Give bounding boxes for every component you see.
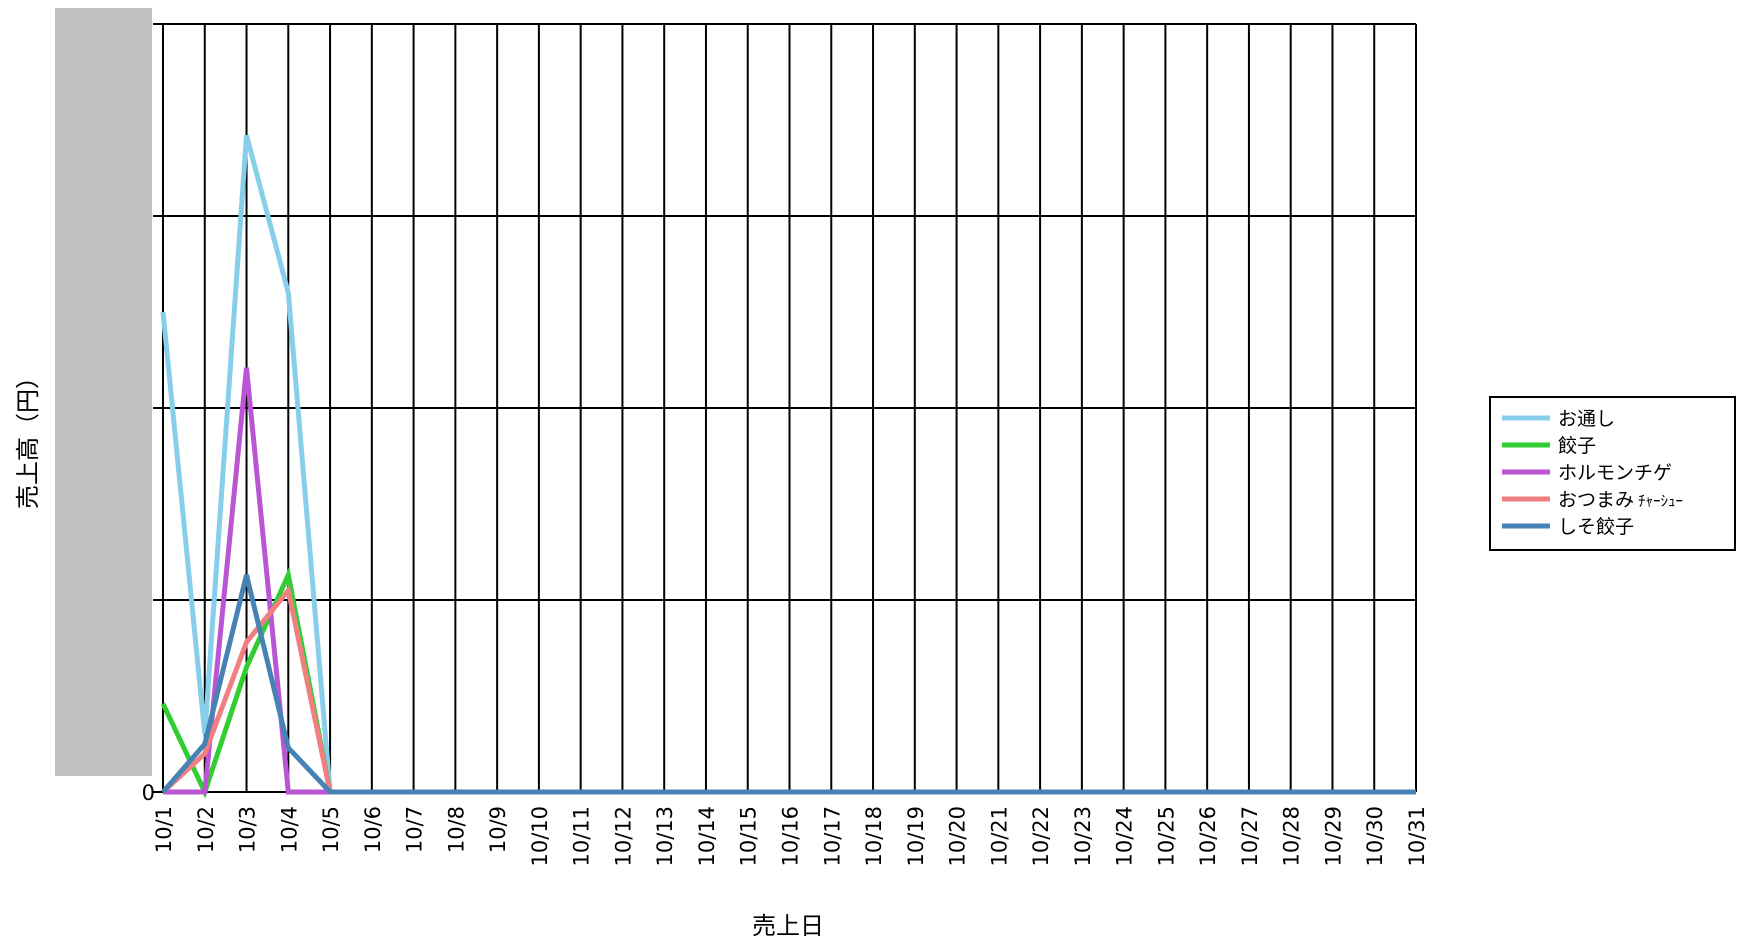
x-tick-label: 10/8 [444,806,468,853]
x-tick-label: 10/22 [1029,806,1053,867]
x-tick-label: 10/2 [194,806,218,853]
x-tick-label: 10/28 [1280,806,1304,867]
legend-label: しそ餃子 [1558,516,1634,538]
series-lines [160,134,1416,799]
legend-label: お通し [1558,408,1615,430]
y-axis-title: 売上高（円） [14,365,42,509]
x-tick-label: 10/16 [779,806,803,867]
x-tick-label: 10/10 [528,806,552,867]
x-tick-labels: 10/1 10/2 10/3 10/4 10/5 10/6 10/7 10/8 10/9 10/1… [152,806,1429,867]
x-tick-label: 10/21 [987,806,1011,867]
x-tick-label: 10/25 [1154,806,1178,867]
x-tick-label: 10/23 [1071,806,1095,867]
x-tick-label: 10/17 [820,806,844,867]
series-line-5 [161,574,1416,795]
y-tick-labels: 0 [142,781,155,805]
x-tick-label: 10/9 [486,806,510,853]
x-tick-label: 10/13 [653,806,677,867]
x-tick-label: 10/1 [152,806,176,853]
y-axis-overlay-panel [55,8,152,776]
x-tick-label: 10/24 [1113,806,1137,867]
x-tick-label: 10/29 [1321,806,1345,867]
x-tick-label: 10/19 [904,806,928,867]
x-tick-label: 10/31 [1405,806,1429,867]
grid [153,23,1417,793]
x-axis-title: 売上日 [752,912,824,940]
x-tick-label: 10/14 [695,806,719,867]
y-tick-label: 0 [142,781,155,805]
x-tick-label: 10/6 [361,806,385,853]
x-tick-label: 10/20 [946,806,970,867]
x-tick-label: 10/27 [1238,806,1262,867]
x-tick-label: 10/5 [319,806,343,853]
x-tick-label: 10/11 [570,806,594,867]
x-tick-label: 10/12 [611,806,635,867]
x-tick-label: 10/26 [1196,806,1220,867]
x-tick-label: 10/18 [862,806,886,867]
x-tick-label: 10/7 [403,806,427,853]
legend-label: おつまみ ﾁｬｰｼｭｰ [1558,489,1683,511]
x-tick-label: 10/4 [277,806,301,853]
x-tick-label: 10/3 [236,806,260,853]
x-tick-label: 10/15 [737,806,761,867]
legend-label: ホルモンチゲ [1558,462,1672,484]
legend-label: 餃子 [1558,435,1596,457]
x-tick-label: 10/30 [1363,806,1387,867]
